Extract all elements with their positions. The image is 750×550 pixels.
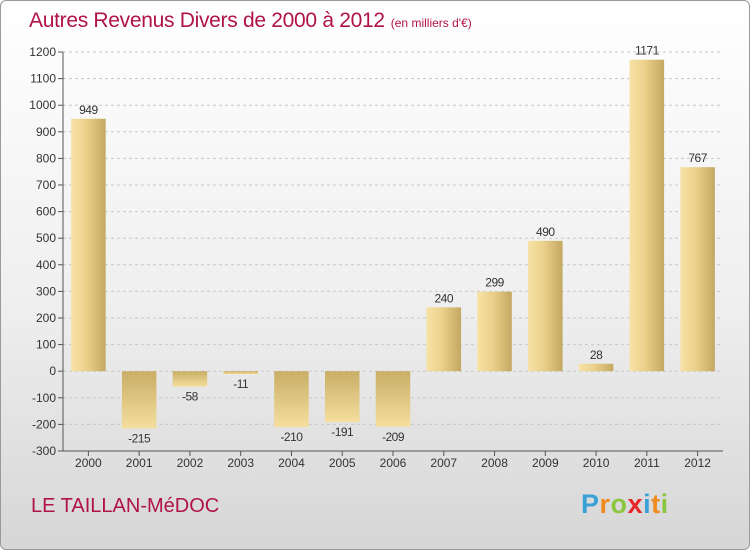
logo-letter: o bbox=[610, 489, 628, 519]
y-tick-label: 100 bbox=[36, 338, 56, 352]
x-tick-label: 2000 bbox=[75, 456, 102, 470]
bars bbox=[71, 59, 715, 429]
bar-2010 bbox=[578, 363, 614, 372]
x-tick-label: 2003 bbox=[227, 456, 254, 470]
bar-2002 bbox=[172, 371, 208, 387]
bar-2012 bbox=[680, 167, 715, 372]
data-label-2011: 1171 bbox=[635, 44, 660, 58]
y-tick-label: -200 bbox=[32, 417, 56, 431]
data-label-2007: 240 bbox=[435, 291, 454, 305]
y-tick-label: 0 bbox=[49, 364, 56, 378]
x-tick-label: 2006 bbox=[380, 456, 407, 470]
bar-2008 bbox=[477, 291, 512, 372]
x-tick-label: 2004 bbox=[278, 456, 305, 470]
chart-title: Autres Revenus Divers de 2000 à 2012 (en … bbox=[29, 9, 472, 33]
bar-2009 bbox=[528, 240, 563, 372]
y-axis: -300 -200 -100 0 100 200 300 400 500 600 700 800 900… bbox=[29, 45, 723, 458]
bar-2001 bbox=[121, 371, 157, 429]
x-tick-label: 2007 bbox=[430, 456, 457, 470]
data-labels: 949 -215 -58 -11 -210 -191 -209 240 299 490 28 1171… bbox=[79, 44, 708, 446]
logo-letter: x bbox=[627, 489, 644, 519]
bar-2000 bbox=[71, 118, 106, 372]
proxiti-logo: Proxiti bbox=[581, 489, 669, 520]
bar-2006 bbox=[375, 371, 411, 427]
x-tick-label: 2009 bbox=[532, 456, 559, 470]
data-label-2001: -215 bbox=[128, 431, 151, 445]
y-tick-label: -300 bbox=[32, 444, 56, 458]
y-tick-label: 700 bbox=[36, 178, 56, 192]
y-tick-label: -100 bbox=[32, 391, 56, 405]
bar-2007 bbox=[426, 307, 462, 372]
data-label-2008: 299 bbox=[485, 276, 504, 290]
logo-letter: r bbox=[599, 489, 611, 519]
y-tick-label: 1000 bbox=[29, 98, 56, 112]
data-label-2000: 949 bbox=[79, 103, 98, 117]
bar-2005 bbox=[324, 371, 360, 423]
bar-2004 bbox=[274, 371, 309, 428]
logo-letter: P bbox=[581, 489, 600, 519]
data-label-2012: 767 bbox=[688, 151, 707, 165]
data-label-2003: -11 bbox=[233, 377, 249, 391]
logo-letter: t bbox=[651, 489, 661, 519]
data-label-2002: -58 bbox=[182, 390, 199, 404]
chart-title-text: Autres Revenus Divers de 2000 à 2012 bbox=[29, 9, 385, 32]
y-tick-label: 800 bbox=[36, 151, 56, 165]
x-tick-label: 2010 bbox=[583, 456, 610, 470]
y-tick-label: 1200 bbox=[29, 45, 56, 59]
data-label-2005: -191 bbox=[331, 425, 354, 439]
y-tick-label: 300 bbox=[36, 284, 56, 298]
data-label-2010: 28 bbox=[590, 348, 603, 362]
city-name: LE TAILLAN-MéDOC bbox=[31, 495, 220, 517]
data-label-2009: 490 bbox=[536, 225, 555, 239]
x-tick-label: 2011 bbox=[634, 456, 660, 470]
y-tick-label: 400 bbox=[36, 258, 56, 272]
logo-letter: i bbox=[643, 489, 652, 519]
data-label-2006: -209 bbox=[382, 430, 405, 444]
y-tick-label: 600 bbox=[36, 205, 56, 219]
y-tick-label: 500 bbox=[36, 231, 56, 245]
y-tick-label: 200 bbox=[36, 311, 56, 325]
x-tick-label: 2008 bbox=[481, 456, 508, 470]
x-tick-label: 2002 bbox=[177, 456, 204, 470]
x-tick-label: 2001 bbox=[126, 456, 153, 470]
bar-2011 bbox=[629, 59, 665, 372]
y-tick-label: 900 bbox=[36, 125, 56, 139]
chart-subtitle: (en milliers d'€) bbox=[390, 16, 472, 30]
logo-letter: i bbox=[660, 489, 669, 519]
y-tick-label: 1100 bbox=[30, 72, 56, 86]
x-tick-label: 2012 bbox=[684, 456, 711, 470]
bar-2003 bbox=[223, 371, 258, 375]
x-axis-labels: 2000 2001 2002 2003 2004 2005 2006 2007 2008 2009… bbox=[75, 456, 711, 470]
x-tick-label: 2005 bbox=[329, 456, 356, 470]
data-label-2004: -210 bbox=[280, 430, 303, 444]
